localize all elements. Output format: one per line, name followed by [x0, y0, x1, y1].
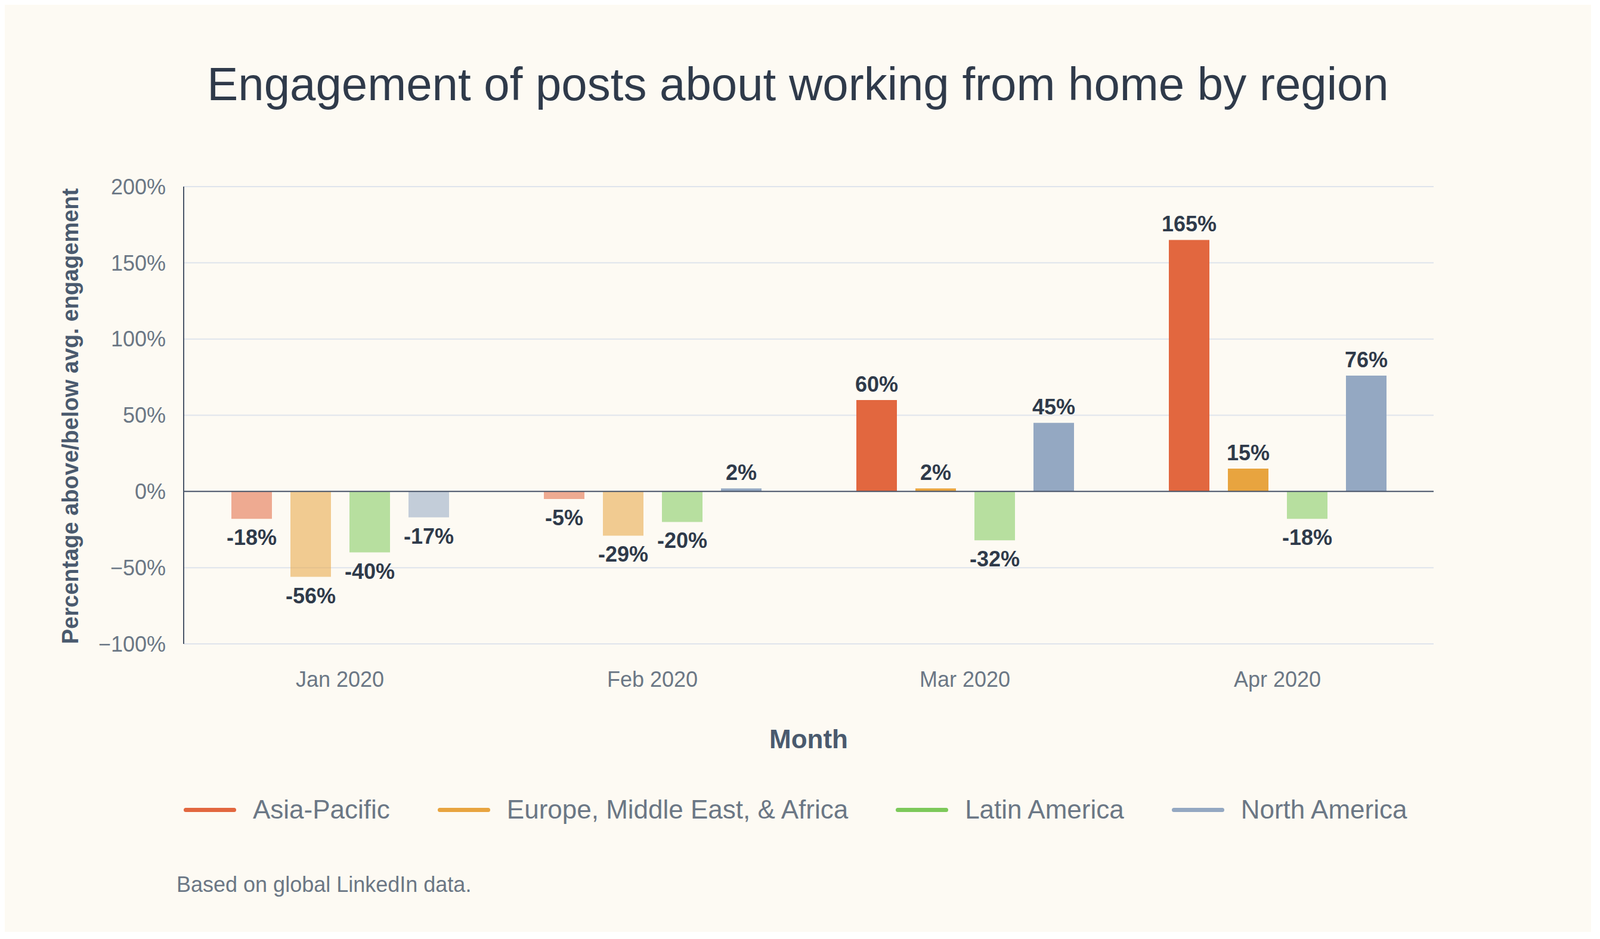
- svg-text:45%: 45%: [1032, 394, 1076, 420]
- svg-text:-20%: -20%: [657, 528, 708, 553]
- html-text:Based on global LinkedIn data.: Based on global LinkedIn data.: [176, 872, 472, 897]
- svg-text:50%: 50%: [122, 403, 166, 428]
- svg-text:150%: 150%: [110, 251, 166, 276]
- html-text:Engagement of posts about work: Engagement of posts about working from h…: [207, 57, 1389, 111]
- svg-text:-56%: -56%: [285, 583, 336, 609]
- svg-text:200%: 200%: [110, 174, 166, 200]
- svg-text:-5%: -5%: [545, 505, 584, 531]
- svg-text:Apr 2020: Apr 2020: [1233, 667, 1321, 692]
- html-text:Asia-Pacific: Asia-Pacific: [252, 794, 390, 825]
- html-text:Percentage above/below avg. en: Percentage above/below avg. engagement: [57, 188, 83, 645]
- svg-text:Mar 2020: Mar 2020: [919, 667, 1011, 692]
- html-text:North America: North America: [1240, 794, 1408, 825]
- svg-text:0%: 0%: [134, 479, 166, 504]
- svg-text:-17%: -17%: [403, 524, 454, 549]
- svg-text:-40%: -40%: [344, 559, 395, 584]
- svg-text:100%: 100%: [110, 326, 166, 352]
- svg-text:Feb 2020: Feb 2020: [607, 667, 698, 692]
- svg-text:-18%: -18%: [1282, 525, 1333, 550]
- svg-text:165%: 165%: [1161, 211, 1217, 237]
- svg-text:2%: 2%: [725, 460, 757, 485]
- svg-text:Jan 2020: Jan 2020: [295, 667, 385, 692]
- svg-text:60%: 60%: [855, 372, 899, 397]
- svg-text:-18%: -18%: [226, 525, 277, 550]
- svg-text:15%: 15%: [1226, 440, 1270, 466]
- html-text:Latin America: Latin America: [964, 794, 1124, 825]
- svg-text:−100%: −100%: [98, 632, 166, 657]
- svg-text:76%: 76%: [1344, 347, 1388, 373]
- html-text:Europe, Middle East, & Africa: Europe, Middle East, & Africa: [506, 794, 849, 825]
- html-text:Month: Month: [769, 724, 849, 754]
- svg-text:−50%: −50%: [110, 555, 166, 581]
- svg-text:2%: 2%: [920, 460, 952, 485]
- svg-text:-32%: -32%: [969, 546, 1020, 572]
- svg-text:-29%: -29%: [598, 542, 649, 567]
